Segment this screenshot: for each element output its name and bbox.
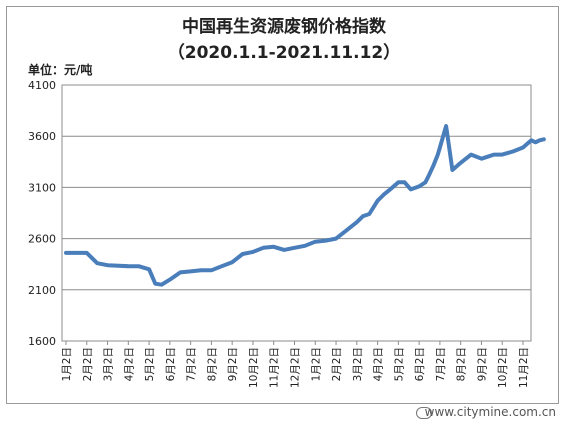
x-tick-label: 2月2日 <box>331 347 343 381</box>
x-tick-label: 5月2日 <box>144 347 156 381</box>
x-tick-label: 1月2日 <box>61 347 73 381</box>
x-tick-label: 12月2日 <box>290 347 302 388</box>
y-tick-label: 2100 <box>28 284 56 297</box>
y-tick-label: 3100 <box>28 181 56 194</box>
y-tick-label: 2600 <box>28 233 56 246</box>
x-tick-label: 7月2日 <box>435 347 447 381</box>
x-tick-label: 4月2日 <box>373 347 385 381</box>
x-tick-label: 10月2日 <box>497 347 509 388</box>
x-tick-label: 2月2日 <box>82 347 94 381</box>
watermark-text: www.citymine.com.cn <box>424 405 556 419</box>
x-tick-label: 3月2日 <box>352 347 364 381</box>
chart-title: 中国再生资源废钢价格指数 <box>182 17 386 37</box>
x-tick-label: 7月2日 <box>186 347 198 381</box>
watermark-logo-icon <box>416 407 432 419</box>
x-tick-label: 11月2日 <box>518 347 530 388</box>
x-tick-label: 8月2日 <box>456 347 468 381</box>
y-tick-label: 1600 <box>28 335 56 348</box>
x-tick-label: 5月2日 <box>393 347 405 381</box>
y-tick-label: 4100 <box>28 79 56 92</box>
x-tick-label: 11月2日 <box>269 347 281 388</box>
x-tick-label: 6月2日 <box>165 347 177 381</box>
x-tick-label: 10月2日 <box>248 347 260 388</box>
series-line <box>64 124 546 287</box>
y-axis-unit-label: 单位：元/吨 <box>28 63 93 77</box>
x-tick-label: 6月2日 <box>414 347 426 381</box>
x-tick-label: 9月2日 <box>227 347 239 381</box>
y-tick-label: 3600 <box>28 130 56 143</box>
x-tick-label: 8月2日 <box>206 347 218 381</box>
x-tick-label: 4月2日 <box>123 347 135 381</box>
x-tick-label: 9月2日 <box>476 347 488 381</box>
x-tick-label: 3月2日 <box>103 347 115 381</box>
plot-area <box>61 84 532 342</box>
chart-frame <box>6 6 559 404</box>
x-tick-label: 1月2日 <box>310 347 322 381</box>
chart-subtitle: （2020.1.1-2021.11.12） <box>167 43 401 63</box>
